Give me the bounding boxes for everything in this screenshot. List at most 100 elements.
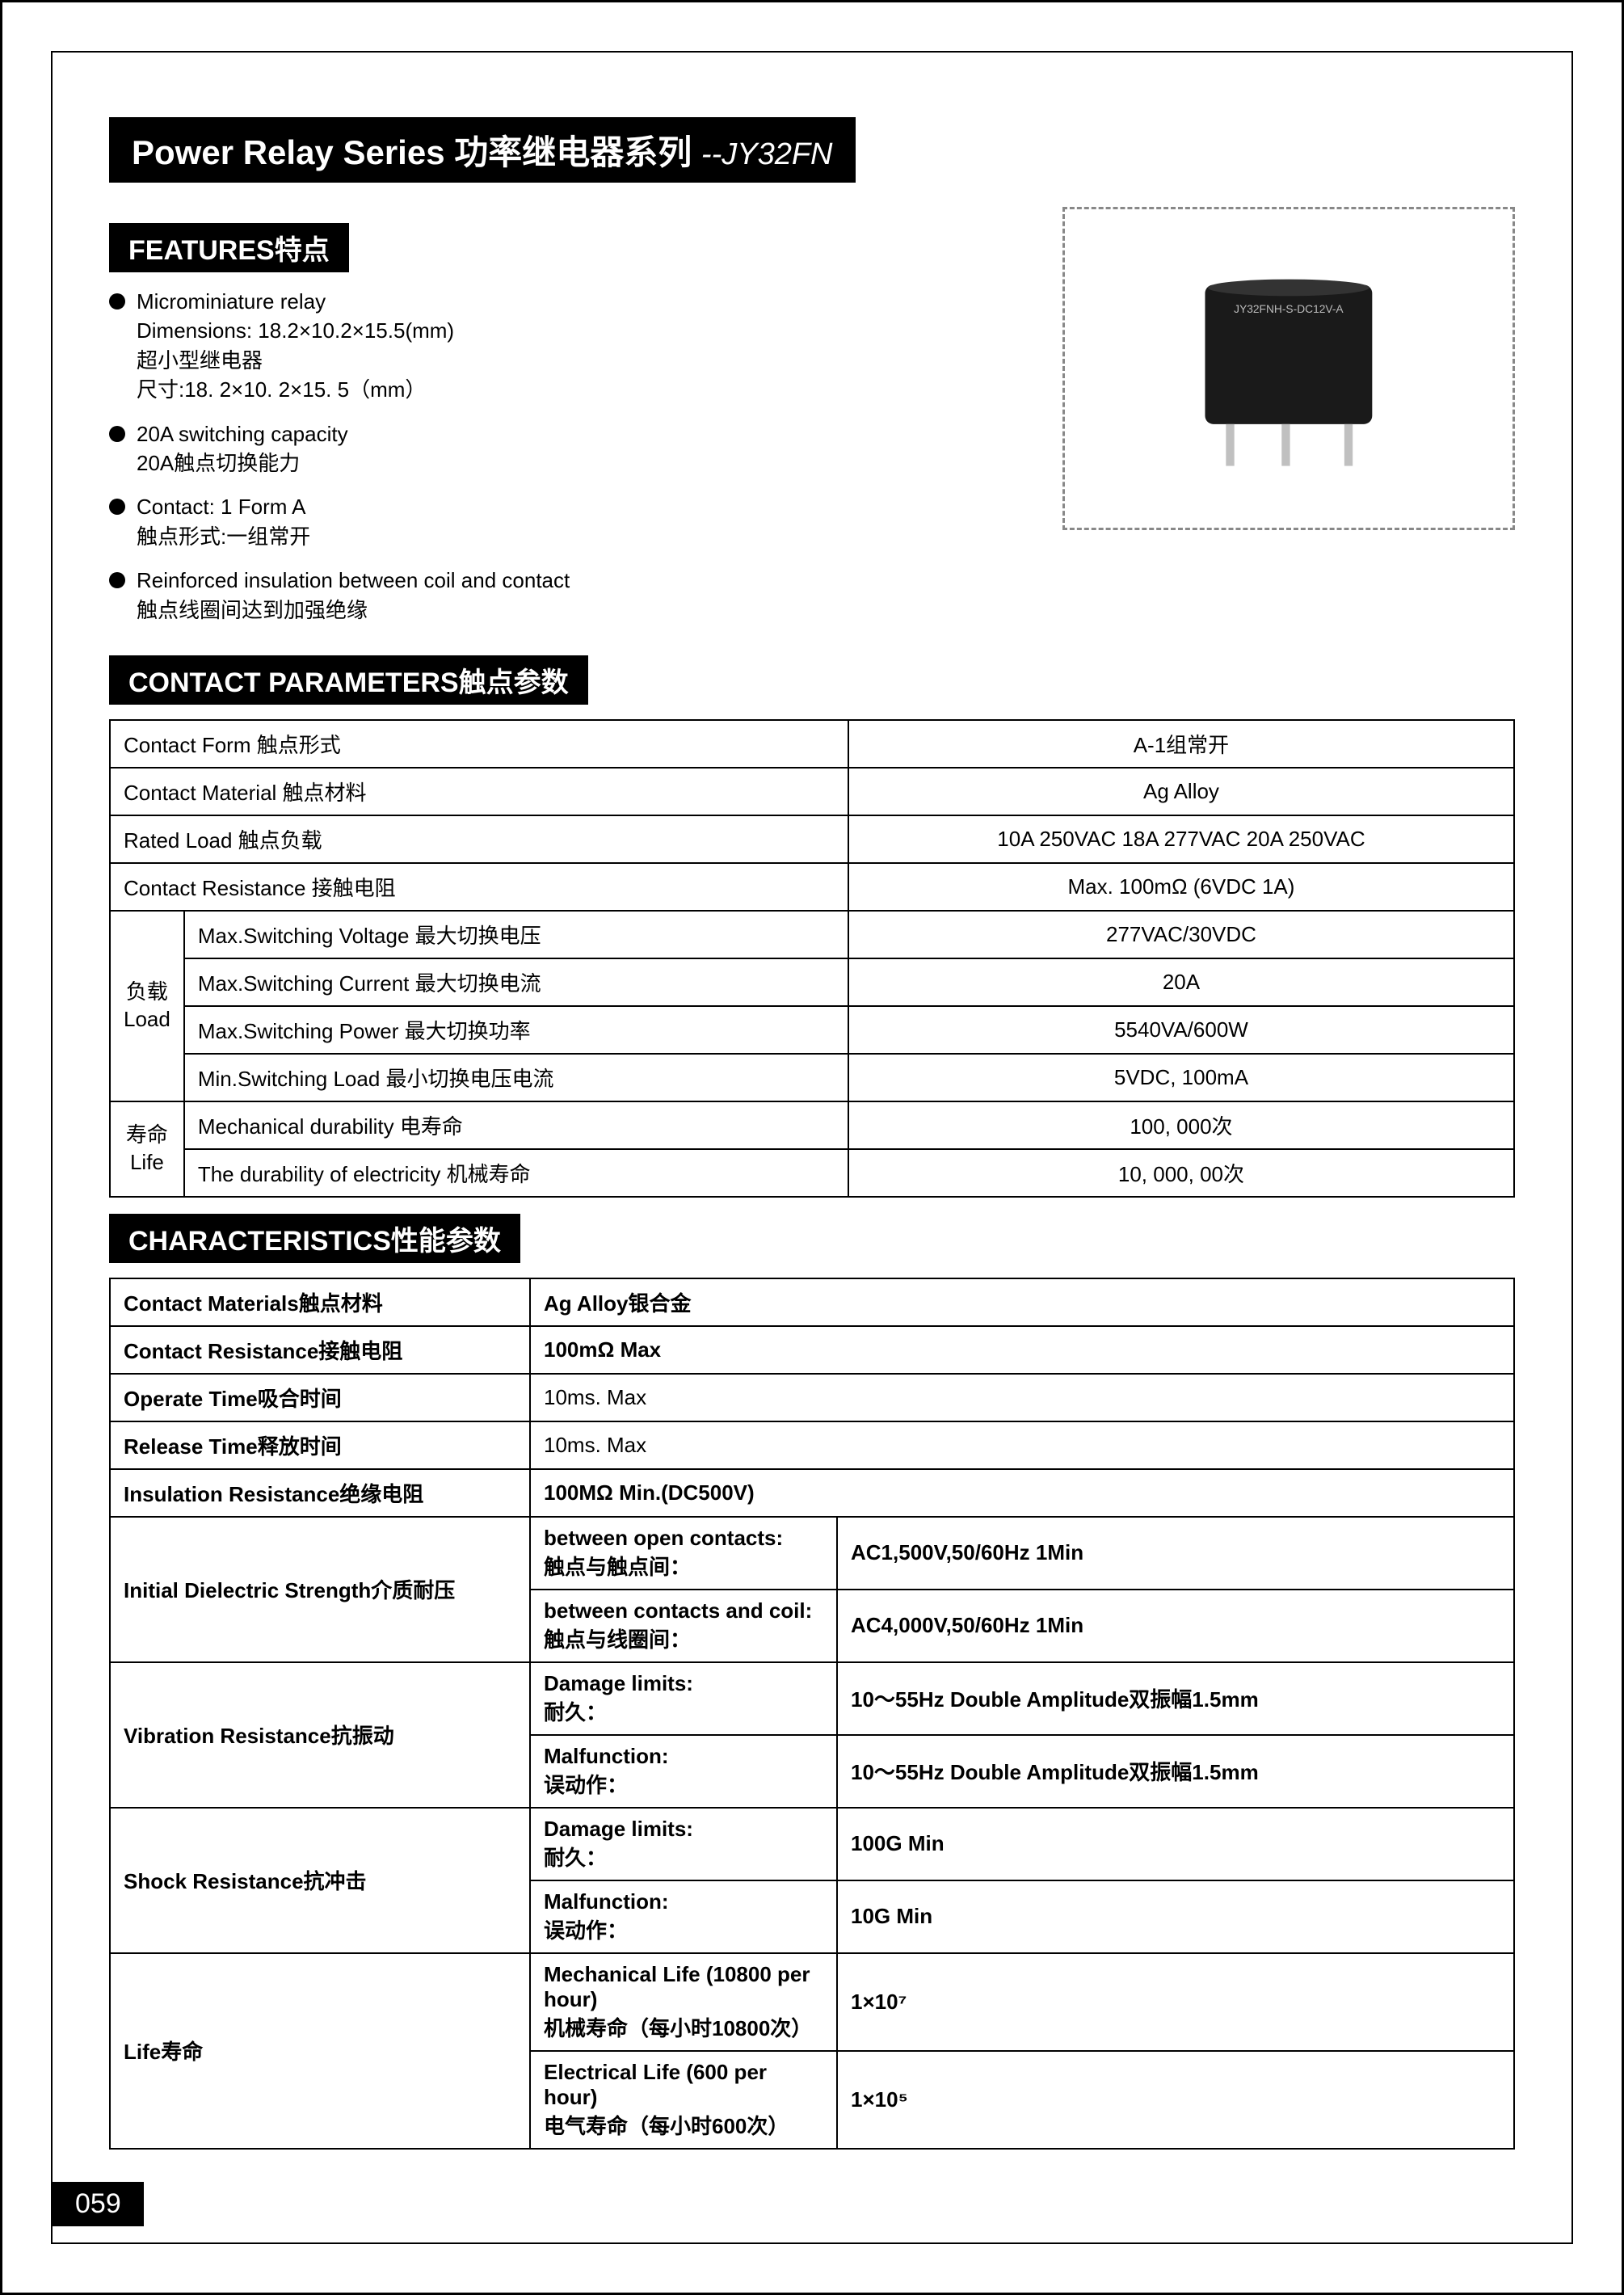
group-label-load: 负载 Load	[110, 911, 184, 1101]
char-label: Insulation Resistance绝缘电阻	[110, 1469, 530, 1517]
features-header: FEATURES特点	[109, 223, 349, 272]
param-label: Contact Resistance 接触电阻	[110, 863, 848, 911]
param-value: 5540VA/600W	[848, 1006, 1514, 1054]
char-label: Contact Materials触点材料	[110, 1278, 530, 1326]
char-value: 10G Min	[837, 1880, 1514, 1953]
table-row: Contact Resistance 接触电阻 Max. 100mΩ (6VDC…	[110, 863, 1514, 911]
table-row: Min.Switching Load 最小切换电压电流 5VDC, 100mA	[110, 1054, 1514, 1101]
char-sublabel: between contacts and coil: 触点与线圈间：	[530, 1590, 837, 1662]
table-row: Insulation Resistance绝缘电阻 100MΩ Min.(DC5…	[110, 1469, 1514, 1517]
page-number: 059	[53, 2182, 144, 2226]
table-row: Operate Time吸合时间 10ms. Max	[110, 1374, 1514, 1421]
title-en: Power Relay Series	[132, 133, 445, 171]
char-value: 1×10⁷	[837, 1953, 1514, 2051]
char-value: 1×10⁵	[837, 2051, 1514, 2149]
document-title: Power Relay Series 功率继电器系列 --JY32FN	[109, 117, 856, 183]
features-row: FEATURES特点 Microminiature relay Dimensio…	[109, 207, 1515, 639]
feature-item: Contact: 1 Form A 触点形式:一组常开	[109, 492, 1030, 551]
param-label: The durability of electricity 机械寿命	[184, 1149, 848, 1197]
characteristics-table: Contact Materials触点材料 Ag Alloy银合金 Contac…	[109, 1278, 1515, 2150]
char-value: AC4,000V,50/60Hz 1Min	[837, 1590, 1514, 1662]
char-value: 100G Min	[837, 1808, 1514, 1880]
char-sublabel: between open contacts: 触点与触点间：	[530, 1517, 837, 1590]
table-row: Contact Resistance接触电阻 100mΩ Max	[110, 1326, 1514, 1374]
table-row: The durability of electricity 机械寿命 10, 0…	[110, 1149, 1514, 1197]
table-row: Release Time释放时间 10ms. Max	[110, 1421, 1514, 1469]
features-list: FEATURES特点 Microminiature relay Dimensio…	[109, 207, 1030, 639]
param-value: 10, 000, 00次	[848, 1149, 1514, 1197]
table-row: 负载 Load Max.Switching Voltage 最大切换电压 277…	[110, 911, 1514, 958]
bullet-icon	[109, 499, 125, 515]
param-label: Rated Load 触点负载	[110, 815, 848, 863]
relay-icon: JY32FNH-S-DC12V-A	[1132, 257, 1445, 480]
char-label: Initial Dielectric Strength介质耐压	[110, 1517, 530, 1662]
feature-item: Reinforced insulation between coil and c…	[109, 566, 1030, 625]
product-image-box: JY32FNH-S-DC12V-A	[1062, 207, 1515, 530]
contact-params-header: CONTACT PARAMETERS触点参数	[109, 655, 588, 705]
model-number: --JY32FN	[701, 137, 833, 171]
char-sublabel: Electrical Life (600 per hour) 电气寿命（每小时6…	[530, 2051, 837, 2149]
param-label: Min.Switching Load 最小切换电压电流	[184, 1054, 848, 1101]
char-sublabel: Mechanical Life (10800 per hour) 机械寿命（每小…	[530, 1953, 837, 2051]
char-value: AC1,500V,50/60Hz 1Min	[837, 1517, 1514, 1590]
table-row: Shock Resistance抗冲击 Damage limits: 耐久： 1…	[110, 1808, 1514, 1880]
page: Power Relay Series 功率继电器系列 --JY32FN FEAT…	[0, 0, 1624, 2295]
char-sublabel: Malfunction: 误动作：	[530, 1735, 837, 1808]
table-row: Rated Load 触点负载 10A 250VAC 18A 277VAC 20…	[110, 815, 1514, 863]
char-sublabel: Damage limits: 耐久：	[530, 1662, 837, 1735]
char-value: 10ms. Max	[530, 1421, 1514, 1469]
char-label: Life寿命	[110, 1953, 530, 2149]
char-sublabel: Damage limits: 耐久：	[530, 1808, 837, 1880]
table-row: Contact Form 触点形式 A-1组常开	[110, 720, 1514, 768]
char-label: Contact Resistance接触电阻	[110, 1326, 530, 1374]
feature-text: Contact: 1 Form A 触点形式:一组常开	[137, 492, 310, 551]
char-label: Shock Resistance抗冲击	[110, 1808, 530, 1953]
char-sublabel: Malfunction: 误动作：	[530, 1880, 837, 1953]
param-label: Max.Switching Current 最大切换电流	[184, 958, 848, 1006]
param-value: 10A 250VAC 18A 277VAC 20A 250VAC	[848, 815, 1514, 863]
param-label: Max.Switching Power 最大切换功率	[184, 1006, 848, 1054]
char-value: 100MΩ Min.(DC500V)	[530, 1469, 1514, 1517]
param-label: Contact Form 触点形式	[110, 720, 848, 768]
char-value: 100mΩ Max	[530, 1326, 1514, 1374]
feature-item: Microminiature relay Dimensions: 18.2×10…	[109, 287, 1030, 405]
table-row: 寿命 Life Mechanical durability 电寿命 100, 0…	[110, 1101, 1514, 1149]
table-row: Life寿命 Mechanical Life (10800 per hour) …	[110, 1953, 1514, 2051]
title-cn: 功率继电器系列	[454, 133, 692, 171]
table-row: Contact Material 触点材料 Ag Alloy	[110, 768, 1514, 815]
char-value: 10～55Hz Double Amplitude双振幅1.5mm	[837, 1735, 1514, 1808]
characteristics-header: CHARACTERISTICS性能参数	[109, 1214, 520, 1263]
param-label: Mechanical durability 电寿命	[184, 1101, 848, 1149]
bullet-icon	[109, 572, 125, 588]
char-value: Ag Alloy银合金	[530, 1278, 1514, 1326]
table-row: Vibration Resistance抗振动 Damage limits: 耐…	[110, 1662, 1514, 1735]
param-label: Max.Switching Voltage 最大切换电压	[184, 911, 848, 958]
svg-text:JY32FNH-S-DC12V-A: JY32FNH-S-DC12V-A	[1234, 303, 1344, 315]
table-row: Max.Switching Power 最大切换功率 5540VA/600W	[110, 1006, 1514, 1054]
param-value: A-1组常开	[848, 720, 1514, 768]
char-value: 10ms. Max	[530, 1374, 1514, 1421]
param-value: 277VAC/30VDC	[848, 911, 1514, 958]
feature-item: 20A switching capacity 20A触点切换能力	[109, 419, 1030, 478]
group-label-life: 寿命 Life	[110, 1101, 184, 1197]
char-value: 10～55Hz Double Amplitude双振幅1.5mm	[837, 1662, 1514, 1735]
char-label: Operate Time吸合时间	[110, 1374, 530, 1421]
feature-text: 20A switching capacity 20A触点切换能力	[137, 419, 348, 478]
table-row: Initial Dielectric Strength介质耐压 between …	[110, 1517, 1514, 1590]
inner-frame: Power Relay Series 功率继电器系列 --JY32FN FEAT…	[51, 51, 1573, 2244]
param-label: Contact Material 触点材料	[110, 768, 848, 815]
param-value: Ag Alloy	[848, 768, 1514, 815]
param-value: 100, 000次	[848, 1101, 1514, 1149]
bullet-icon	[109, 426, 125, 442]
param-value: 20A	[848, 958, 1514, 1006]
char-label: Release Time释放时间	[110, 1421, 530, 1469]
contact-params-table: Contact Form 触点形式 A-1组常开 Contact Materia…	[109, 719, 1515, 1198]
char-label: Vibration Resistance抗振动	[110, 1662, 530, 1808]
feature-text: Reinforced insulation between coil and c…	[137, 566, 570, 625]
table-row: Contact Materials触点材料 Ag Alloy银合金	[110, 1278, 1514, 1326]
param-value: 5VDC, 100mA	[848, 1054, 1514, 1101]
param-value: Max. 100mΩ (6VDC 1A)	[848, 863, 1514, 911]
feature-text: Microminiature relay Dimensions: 18.2×10…	[137, 287, 454, 405]
table-row: Max.Switching Current 最大切换电流 20A	[110, 958, 1514, 1006]
bullet-icon	[109, 293, 125, 310]
